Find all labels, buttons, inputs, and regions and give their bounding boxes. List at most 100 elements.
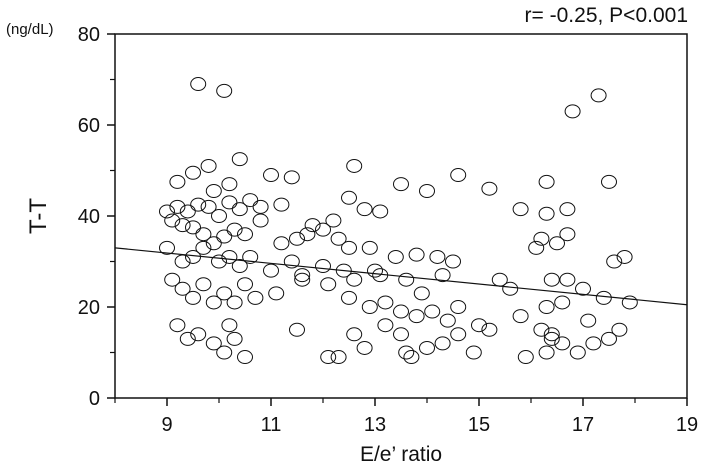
- regression-line: [114, 247, 688, 306]
- data-point: [564, 104, 581, 119]
- x-tick-label: 11: [261, 414, 282, 436]
- data-point: [559, 272, 576, 287]
- data-point: [226, 295, 243, 310]
- data-point: [512, 309, 529, 324]
- data-point: [169, 199, 186, 214]
- y-tick-label: 20: [78, 297, 100, 319]
- x-tick-label: 15: [468, 414, 490, 436]
- data-point: [575, 281, 591, 296]
- data-point: [169, 174, 186, 189]
- data-point: [159, 204, 175, 219]
- data-point: [320, 277, 337, 292]
- data-point: [393, 304, 409, 319]
- data-point: [221, 177, 238, 192]
- data-points-group: [159, 77, 638, 365]
- data-point: [439, 313, 456, 328]
- data-point: [377, 318, 394, 333]
- data-point: [231, 259, 248, 274]
- data-point: [190, 327, 207, 342]
- data-point: [533, 231, 550, 246]
- data-point: [190, 197, 207, 212]
- data-point: [304, 218, 321, 233]
- data-point: [450, 327, 467, 342]
- data-point: [450, 300, 467, 314]
- data-point: [408, 309, 425, 324]
- data-point: [179, 204, 196, 219]
- data-point: [195, 240, 212, 255]
- y-tick-label: 60: [78, 115, 100, 137]
- data-point: [242, 193, 259, 208]
- data-point: [356, 202, 373, 217]
- stat-annotation: r= -0.25, P<0.001: [525, 4, 688, 27]
- data-point: [590, 88, 607, 103]
- data-point: [538, 300, 555, 314]
- data-point: [580, 313, 597, 328]
- data-point: [398, 345, 415, 360]
- data-point: [200, 158, 217, 173]
- data-point: [289, 231, 305, 246]
- data-point: [419, 183, 435, 198]
- data-point: [554, 295, 571, 310]
- data-point: [481, 322, 498, 337]
- y-tick-label: 40: [78, 206, 100, 228]
- data-point: [585, 336, 602, 351]
- data-point: [481, 181, 498, 196]
- data-point: [221, 195, 238, 210]
- data-point: [429, 249, 446, 264]
- data-point: [434, 336, 451, 351]
- x-tick-label: 13: [364, 414, 386, 436]
- data-point: [601, 174, 617, 189]
- data-point: [320, 350, 337, 365]
- data-point: [299, 227, 316, 242]
- data-point: [393, 327, 409, 342]
- data-point: [179, 331, 196, 346]
- data-point: [164, 213, 181, 228]
- data-point: [471, 318, 487, 333]
- data-point: [315, 259, 331, 274]
- data-point: [252, 199, 269, 214]
- data-point: [408, 247, 425, 262]
- data-point: [601, 331, 617, 346]
- data-point: [283, 170, 300, 185]
- data-point: [538, 345, 555, 360]
- axis-ticks-group: 9 11 13 15 17 19 0 20 40 60 80: [78, 24, 698, 436]
- data-point: [538, 206, 555, 221]
- data-point: [372, 204, 389, 219]
- y-tick-label: 0: [89, 388, 100, 410]
- data-point: [543, 272, 560, 287]
- data-point: [237, 227, 253, 242]
- data-point: [221, 249, 238, 264]
- data-point: [434, 268, 451, 283]
- y-tick-label: 80: [78, 24, 100, 46]
- y-unit-label: (ng/dL): [6, 21, 54, 38]
- data-point: [361, 300, 378, 314]
- data-point: [341, 190, 357, 205]
- data-point: [174, 218, 191, 233]
- data-point: [242, 249, 259, 264]
- y-axis-title: T-T: [25, 198, 52, 234]
- data-point: [533, 322, 550, 337]
- data-point: [335, 263, 352, 278]
- data-point: [200, 199, 217, 214]
- data-point: [231, 202, 248, 217]
- data-point: [185, 220, 201, 235]
- data-point: [221, 318, 238, 333]
- data-point: [226, 222, 243, 237]
- data-point: [273, 236, 290, 251]
- data-point: [247, 290, 264, 305]
- data-point: [502, 281, 519, 296]
- data-point: [185, 165, 201, 180]
- data-point: [289, 322, 305, 337]
- data-point: [315, 222, 331, 237]
- x-tick-label: 19: [676, 414, 698, 436]
- data-point: [226, 331, 243, 346]
- data-point: [174, 281, 191, 296]
- data-point: [403, 350, 420, 365]
- data-point: [341, 240, 357, 255]
- data-point: [216, 345, 233, 360]
- data-point: [205, 336, 222, 351]
- data-point: [616, 249, 633, 264]
- data-point: [387, 249, 404, 264]
- data-point: [398, 272, 415, 287]
